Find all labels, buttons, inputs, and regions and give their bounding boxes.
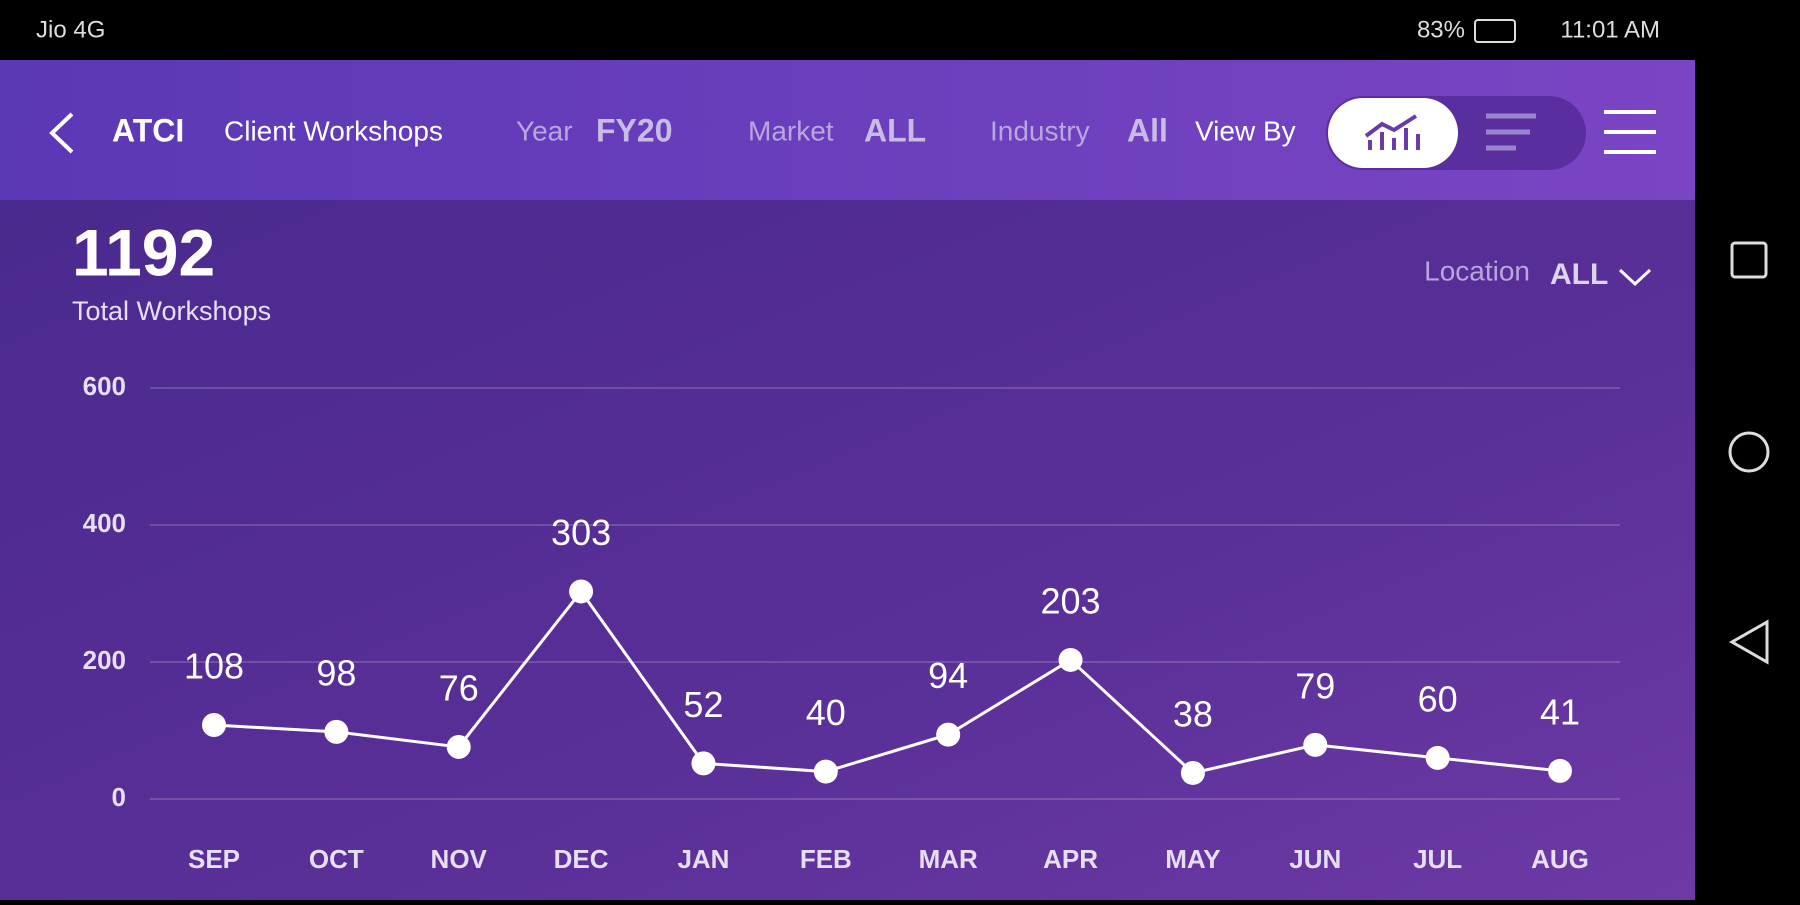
x-tick-label: JUN bbox=[1289, 844, 1341, 874]
point bbox=[446, 734, 471, 759]
location-value[interactable]: ALL bbox=[1550, 258, 1608, 291]
chart-view-button[interactable] bbox=[1328, 98, 1458, 168]
x-tick-label: JAN bbox=[677, 844, 729, 874]
nav-bar bbox=[1695, 60, 1800, 900]
data-label: 41 bbox=[1540, 691, 1580, 732]
x-tick-label: NOV bbox=[431, 844, 488, 874]
back-button[interactable] bbox=[49, 112, 74, 154]
industry-value[interactable]: All bbox=[1127, 112, 1168, 148]
status-bar bbox=[0, 0, 1800, 60]
back-nav-button[interactable] bbox=[1728, 619, 1769, 665]
battery-icon bbox=[1474, 19, 1516, 43]
point bbox=[1303, 732, 1328, 757]
menu-button[interactable] bbox=[1604, 110, 1656, 154]
x-tick-label: APR bbox=[1043, 844, 1098, 874]
point bbox=[1180, 760, 1205, 785]
year-label: Year bbox=[516, 115, 573, 146]
line bbox=[213, 588, 1561, 775]
point bbox=[1425, 745, 1450, 770]
list-view-button[interactable] bbox=[1486, 113, 1536, 151]
data-label: 60 bbox=[1418, 678, 1458, 719]
y-tick-label: 0 bbox=[112, 782, 126, 812]
location-label: Location bbox=[1424, 255, 1530, 286]
point bbox=[569, 579, 594, 604]
data-label: 40 bbox=[806, 692, 846, 733]
x-tick-label: FEB bbox=[800, 844, 852, 874]
data-label: 79 bbox=[1295, 665, 1335, 706]
data-label: 303 bbox=[551, 512, 611, 553]
year-value[interactable]: FY20 bbox=[596, 112, 672, 148]
x-tick-label: SEP bbox=[188, 844, 240, 874]
x-tick-label: AUG bbox=[1531, 844, 1589, 874]
data-label: 94 bbox=[928, 655, 968, 696]
y-tick-label: 200 bbox=[83, 645, 126, 675]
point bbox=[936, 722, 961, 747]
chart-icon bbox=[1364, 114, 1420, 150]
data-label: 203 bbox=[1041, 580, 1101, 621]
chart: 0 200 400 600 SEP OCT NOV DEC JAN FEB MAR APR MAY JUN… bbox=[83, 371, 1620, 874]
data-label: 76 bbox=[439, 667, 479, 708]
view-by-label: View By bbox=[1195, 115, 1296, 146]
point bbox=[813, 759, 838, 784]
point bbox=[202, 713, 226, 738]
battery: 83% bbox=[1417, 16, 1465, 43]
recents-button[interactable] bbox=[1730, 241, 1768, 279]
total-label: Total Workshops bbox=[72, 296, 271, 326]
y-tick-label: 600 bbox=[83, 371, 126, 401]
y-tick-label: 400 bbox=[83, 508, 126, 538]
total-value: 1192 bbox=[72, 215, 215, 289]
time: 11:01 AM bbox=[1560, 16, 1660, 43]
market-value[interactable]: ALL bbox=[864, 112, 926, 148]
x-tick-label: DEC bbox=[554, 844, 609, 874]
carrier: Jio 4G bbox=[36, 16, 105, 43]
point bbox=[1548, 758, 1572, 783]
industry-label: Industry bbox=[990, 115, 1090, 146]
x-tick-label: MAR bbox=[919, 844, 978, 874]
content bbox=[0, 200, 1695, 900]
page-title: Client Workshops bbox=[224, 115, 443, 146]
brand: ATCI bbox=[112, 112, 184, 148]
data-label: 38 bbox=[1173, 693, 1213, 734]
data-label: 98 bbox=[316, 652, 356, 693]
market-label: Market bbox=[748, 115, 834, 146]
x-tick-label: MAY bbox=[1165, 844, 1220, 874]
x-tick-label: JUL bbox=[1413, 844, 1462, 874]
location-dropdown[interactable] bbox=[1618, 268, 1652, 287]
point bbox=[1058, 647, 1083, 672]
point bbox=[324, 719, 349, 744]
x-tick-label: OCT bbox=[309, 844, 364, 874]
data-label: 52 bbox=[683, 684, 723, 725]
data-label: 108 bbox=[184, 646, 244, 687]
home-button[interactable] bbox=[1728, 431, 1770, 473]
point bbox=[691, 751, 716, 776]
